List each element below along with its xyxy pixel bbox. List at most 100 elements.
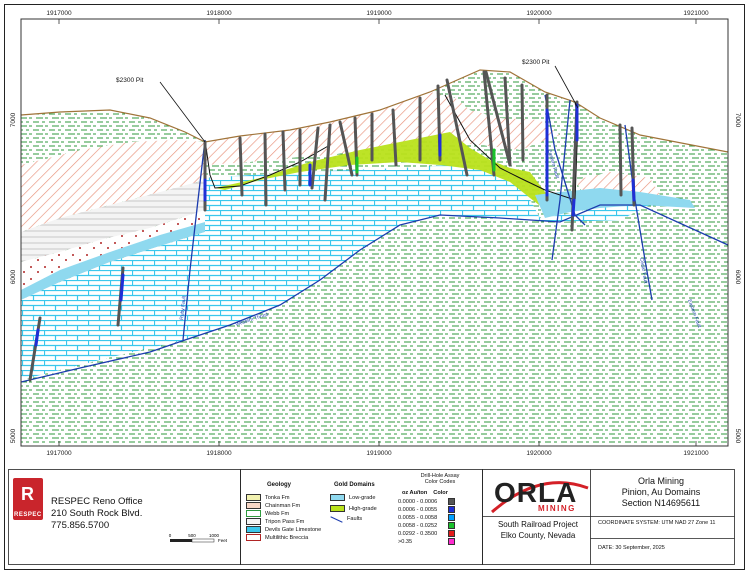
- swatch-assay-1: [448, 506, 455, 513]
- legend-assay-row: 0.0058 - 0.0252: [398, 522, 459, 529]
- y-tick-left: 5000: [10, 428, 17, 443]
- orla-logo-sub: MINING: [538, 504, 576, 513]
- devils-gate-limestone: [21, 165, 650, 380]
- fault-label: Ruby Fault: [179, 295, 188, 320]
- tripon-pass: [21, 180, 205, 262]
- swatch-high-grade: [330, 505, 345, 512]
- swatch-tonka: [246, 494, 261, 501]
- legend-geology-item: Chainman Fm: [246, 502, 300, 509]
- legend-geology-item: Devils Gate Limestone: [246, 526, 321, 533]
- chainman-left: [21, 140, 205, 232]
- x-tick-bottom: 1920000: [526, 450, 552, 457]
- drill-holes: [28, 70, 636, 382]
- orla-logo-text: ORLA: [494, 477, 578, 508]
- high-grade-domain: [215, 132, 560, 212]
- figure-date: DATE: 30 September, 2025: [598, 545, 665, 551]
- x-tick-bottom: 1921000: [683, 450, 709, 457]
- drill-hole: [310, 126, 320, 190]
- swatch-breccia: [246, 534, 261, 541]
- assay-interval: [119, 273, 125, 302]
- legend-assay-row: 0.0000 - 0.0006: [398, 498, 459, 505]
- topography-line: [21, 69, 728, 153]
- respec-logo: R RESPEC: [13, 478, 43, 520]
- assay-interval: [571, 198, 576, 217]
- drill-hole: [338, 120, 354, 177]
- legend-assay-row: 0.0292 - 0.3500: [398, 530, 459, 537]
- legend-geology-item: Webb Fm: [246, 510, 289, 517]
- scale-bar: 0 500 1000 Feet: [169, 533, 228, 543]
- swatch-assay-0: [448, 498, 455, 505]
- office-phone: 775.856.5700: [51, 520, 110, 531]
- pit-leader-west: [159, 81, 206, 143]
- y-tick-left: 6000: [10, 269, 17, 284]
- x-tick-top: 1918000: [206, 10, 232, 17]
- x-tick-bottom: 1918000: [206, 450, 232, 457]
- assay-interval: [631, 178, 636, 202]
- y-tick-right: 5000: [734, 429, 741, 444]
- swatch-assay-4: [448, 530, 455, 537]
- swatch-assay-2: [448, 514, 455, 521]
- legend-assay-row: 0.0006 - 0.0055: [398, 506, 459, 513]
- legend-domain-item: High-grade: [330, 505, 377, 512]
- axis-labels: 1917000 1918000 1919000 1920000 1921000 …: [10, 10, 741, 457]
- fault-ruby: [182, 139, 206, 341]
- pit-leader-east: [554, 65, 579, 109]
- drill-hole: [503, 76, 512, 167]
- fault-lines: [21, 94, 728, 383]
- pit-label-east: $2300 Pit: [522, 59, 550, 66]
- orla-logo: ORLA MINING: [490, 474, 586, 516]
- x-tick-bottom: 1917000: [46, 450, 72, 457]
- pit-label-west: $2300 Pit: [116, 77, 144, 84]
- drill-hole: [482, 70, 496, 177]
- drill-hole: [618, 123, 623, 197]
- legend-domain-item: Low-grade: [330, 494, 375, 501]
- swatch-assay-3: [448, 522, 455, 529]
- tick-marks: [58, 19, 697, 446]
- drill-hole: [28, 316, 42, 382]
- legend-domain-item: Faults: [330, 515, 362, 523]
- title-area: Pinion, Au Domains: [621, 487, 701, 497]
- x-tick-top: 1921000: [683, 10, 709, 17]
- swatch-chainman: [246, 502, 261, 509]
- scale-label: 500: [188, 533, 196, 538]
- x-tick-top: 1919000: [366, 10, 392, 17]
- drill-hole: [281, 130, 287, 192]
- swatch-webb: [246, 510, 261, 517]
- office-name: RESPEC Reno Office: [51, 496, 143, 507]
- swatch-low-grade: [330, 494, 345, 501]
- fault-eastern-1: [544, 94, 586, 226]
- swatch-devils-gate: [246, 526, 261, 533]
- fault-western-thrust: [21, 204, 728, 383]
- low-grade-left: [21, 222, 205, 300]
- office-address: RESPEC Reno Office 210 South Rock Blvd. …: [51, 496, 143, 532]
- legend-assay-header: oz Au/ton Color: [402, 490, 448, 496]
- swatch-tripon: [246, 518, 261, 525]
- project-name: South Railroad Project: [497, 520, 579, 529]
- title-block-heading: Orla Mining Pinion, Au Domains Section N…: [596, 476, 726, 509]
- title-section: Section N14695611: [621, 498, 701, 508]
- geologic-section: [21, 19, 728, 446]
- drill-hole: [445, 78, 469, 177]
- drill-hole: [391, 108, 398, 167]
- drill-hole: [520, 83, 525, 162]
- orla-logo-graphic: [491, 481, 589, 514]
- legend-geology-item: Tripon Pass Fm: [246, 518, 304, 525]
- office-street: 210 South Rock Blvd.: [51, 508, 143, 519]
- map-frame: [20, 18, 729, 447]
- x-tick-top: 1917000: [46, 10, 72, 17]
- legend-assay-row: 0.0055 - 0.0058: [398, 514, 459, 521]
- chainman-right: [205, 92, 560, 165]
- coordinate-system: COORDINATE SYSTEM: UTM NAD 27 Zone 11: [598, 520, 716, 526]
- title-company: Orla Mining: [637, 476, 684, 486]
- legend-geology-item: Tonka Fm: [246, 494, 290, 501]
- pit-outline-west: [204, 125, 331, 189]
- legend-geology-title: Geology: [267, 482, 292, 488]
- drill-hole: [484, 70, 512, 167]
- fault-label: Cedar Fault: [638, 257, 649, 284]
- y-tick-left: 7000: [10, 112, 17, 127]
- x-tick-top: 1920000: [526, 10, 552, 17]
- title-block-box: [482, 469, 735, 565]
- swatch-faults: [330, 515, 343, 523]
- legend-geology-item: Multilithic Breccia: [246, 534, 308, 541]
- fault-cedar: [551, 99, 571, 261]
